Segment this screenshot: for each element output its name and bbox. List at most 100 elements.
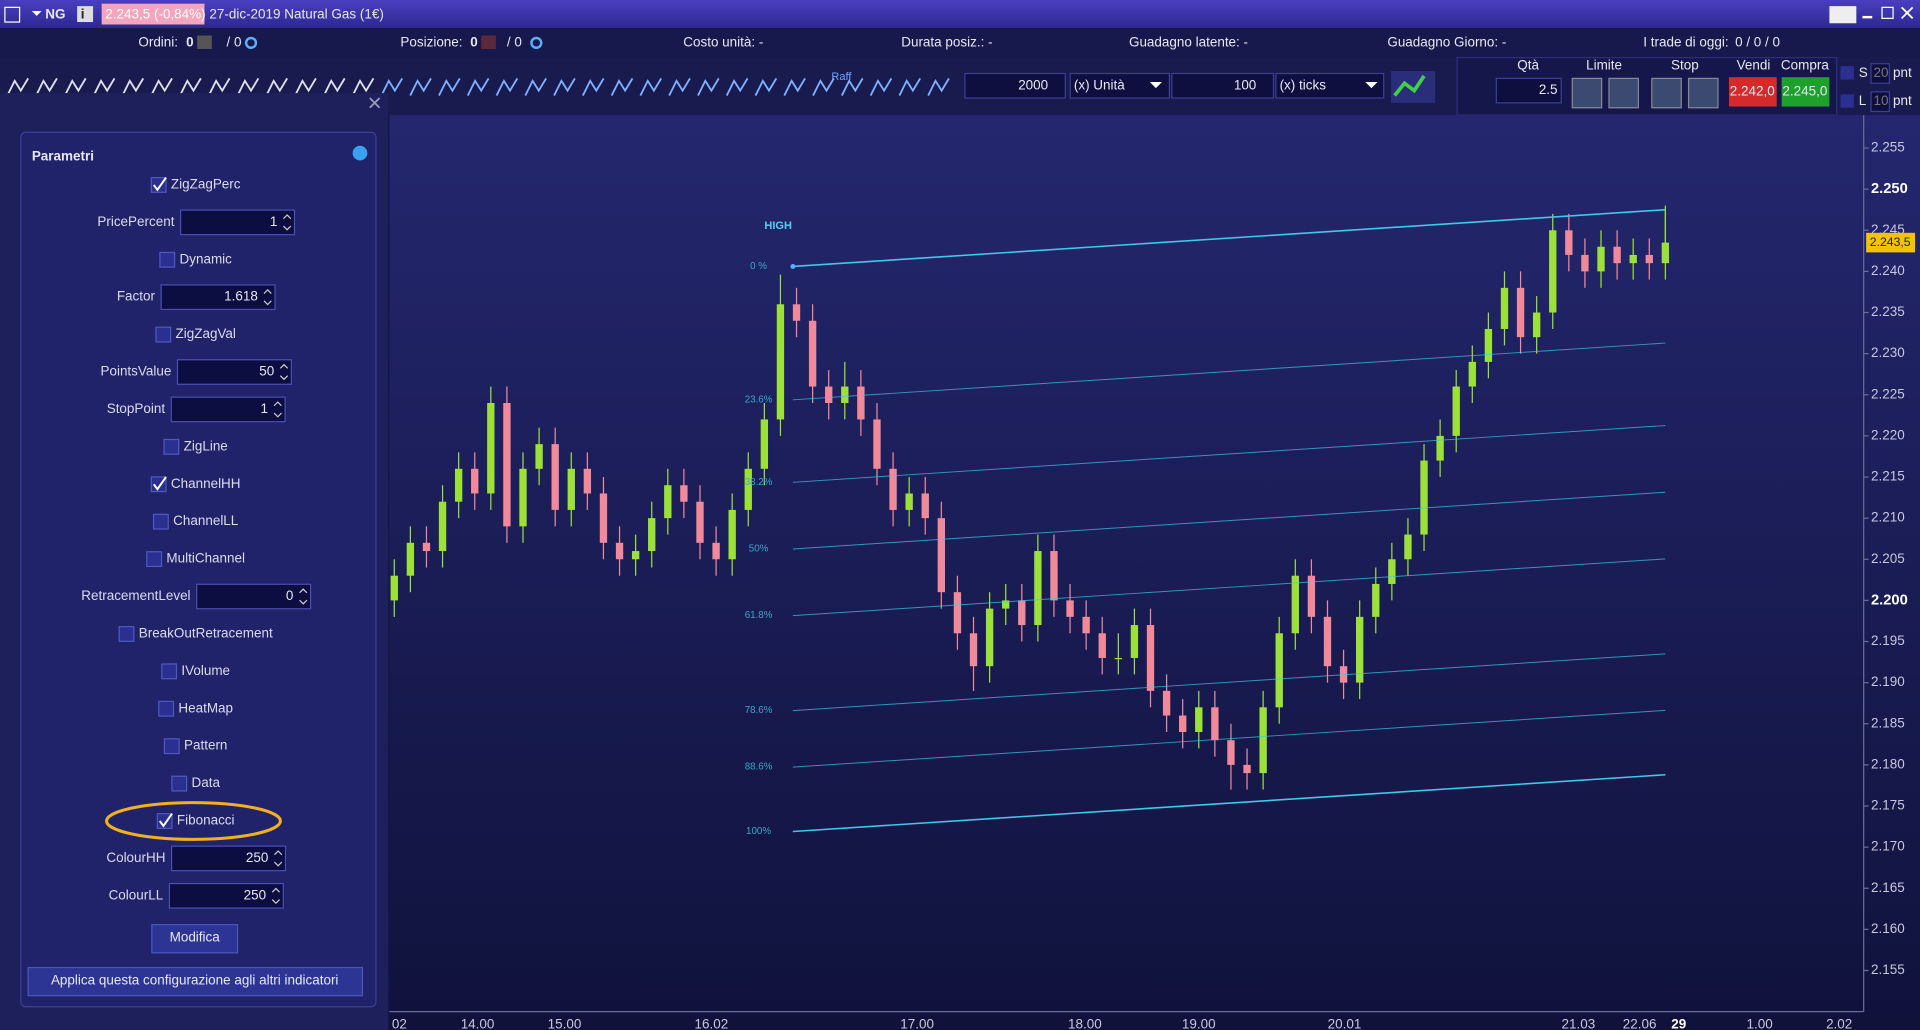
- close-button[interactable]: [1900, 6, 1914, 20]
- position-settings-icon[interactable]: [530, 36, 543, 49]
- tool-icon[interactable]: [524, 77, 547, 96]
- param-input[interactable]: [170, 845, 287, 872]
- s-input[interactable]: [1870, 63, 1890, 84]
- unit2-select[interactable]: [1275, 72, 1385, 99]
- candle-body: [1420, 460, 1428, 535]
- tool-icon[interactable]: [466, 77, 490, 96]
- tool-icon[interactable]: [6, 77, 29, 96]
- candle-body: [1532, 312, 1541, 338]
- spinner[interactable]: [283, 214, 292, 231]
- param-checkbox[interactable]: [146, 551, 163, 568]
- checkmark: [158, 813, 173, 828]
- limit-buy-button[interactable]: [1571, 77, 1603, 109]
- tool-icon[interactable]: [380, 77, 404, 96]
- tool-icon[interactable]: [582, 77, 605, 96]
- help-icon[interactable]: [352, 145, 368, 161]
- s-checkbox[interactable]: [1840, 66, 1854, 80]
- restore-button[interactable]: [1881, 6, 1894, 19]
- tool-icon[interactable]: [64, 77, 87, 96]
- l-input[interactable]: [1870, 91, 1890, 113]
- tool-icon[interactable]: [841, 77, 864, 96]
- orders-cancel-icon[interactable]: [197, 35, 212, 49]
- qta-input[interactable]: [1495, 77, 1562, 104]
- tool-icon[interactable]: [869, 77, 893, 96]
- tool-icon[interactable]: [553, 77, 576, 96]
- param-checkbox[interactable]: [161, 663, 178, 680]
- param-checkbox[interactable]: [155, 326, 172, 343]
- param-label: Pattern: [184, 738, 227, 753]
- dropdown-arrow[interactable]: [31, 11, 42, 16]
- indicator-button[interactable]: [1391, 71, 1436, 103]
- tool-icon[interactable]: [236, 77, 260, 96]
- apply-button[interactable]: [27, 966, 364, 997]
- unit1-arrow[interactable]: [1149, 82, 1163, 89]
- l-checkbox[interactable]: [1840, 94, 1854, 108]
- panel-close[interactable]: [369, 97, 381, 109]
- candle-body: [857, 386, 865, 420]
- tool-icon[interactable]: [150, 77, 173, 96]
- spinner[interactable]: [274, 850, 283, 867]
- tool-icon[interactable]: [610, 77, 634, 96]
- stop-sell-button[interactable]: [1687, 77, 1719, 109]
- tool-icon[interactable]: [812, 77, 835, 96]
- unit1-select[interactable]: [1069, 72, 1170, 99]
- qty1-input[interactable]: [964, 72, 1066, 99]
- orders-settings-icon[interactable]: [244, 36, 258, 49]
- limit-sell-button[interactable]: [1608, 77, 1639, 109]
- tool-icon[interactable]: [783, 77, 806, 96]
- spinner[interactable]: [263, 288, 272, 306]
- param-checkbox[interactable]: [118, 625, 135, 642]
- spinner[interactable]: [273, 401, 282, 418]
- tool-icon[interactable]: [725, 77, 749, 96]
- qty2-input[interactable]: [1171, 72, 1275, 99]
- tool-icon[interactable]: [351, 77, 375, 96]
- tool-icon[interactable]: [438, 77, 461, 96]
- spinner[interactable]: [271, 887, 281, 905]
- param-input[interactable]: [170, 396, 286, 423]
- candle-body: [535, 444, 543, 469]
- tool-icon[interactable]: [927, 77, 950, 96]
- param-input[interactable]: [168, 882, 284, 909]
- tool-icon[interactable]: [697, 77, 720, 96]
- info-button[interactable]: [77, 6, 94, 23]
- drawing-tools: [6, 77, 950, 96]
- minimize-button[interactable]: [1862, 15, 1873, 19]
- param-checkbox[interactable]: [152, 513, 169, 530]
- tool-icon[interactable]: [265, 77, 288, 96]
- position-close-icon[interactable]: [481, 35, 496, 49]
- symbol[interactable]: NG: [45, 6, 65, 21]
- param-checkbox[interactable]: [163, 738, 180, 755]
- tool-icon[interactable]: [409, 77, 432, 96]
- param-input[interactable]: [179, 209, 296, 236]
- raff-tool[interactable]: Raff: [831, 71, 852, 83]
- tool-icon[interactable]: [179, 77, 202, 96]
- param-checkbox[interactable]: [158, 700, 175, 717]
- param-checkbox[interactable]: [171, 775, 188, 792]
- unit2-arrow[interactable]: [1365, 82, 1378, 89]
- tool-icon[interactable]: [207, 77, 231, 96]
- tool-icon[interactable]: [898, 77, 921, 96]
- modify-button[interactable]: [151, 924, 239, 954]
- param-checkbox[interactable]: [159, 251, 176, 268]
- spinner[interactable]: [279, 363, 289, 381]
- tool-icon[interactable]: [668, 77, 691, 96]
- candle-body: [873, 419, 881, 469]
- tool-icon[interactable]: [35, 77, 58, 96]
- tool-icon[interactable]: [495, 77, 519, 96]
- tool-icon[interactable]: [639, 77, 663, 96]
- tool-icon[interactable]: [754, 77, 778, 96]
- sell-button[interactable]: [1728, 77, 1777, 107]
- param-input[interactable]: [196, 583, 312, 610]
- param-input[interactable]: [160, 284, 276, 311]
- stop-buy-button[interactable]: [1651, 77, 1682, 109]
- spinner[interactable]: [299, 588, 308, 605]
- trades-value: 0 / 0 / 0: [1735, 34, 1780, 49]
- tool-icon[interactable]: [323, 77, 346, 96]
- keyboard-button[interactable]: [1829, 6, 1857, 24]
- tool-icon[interactable]: [121, 77, 145, 96]
- param-input[interactable]: [176, 359, 292, 385]
- param-checkbox[interactable]: [163, 438, 180, 455]
- tool-icon[interactable]: [294, 77, 317, 96]
- buy-button[interactable]: [1781, 77, 1830, 107]
- tool-icon[interactable]: [92, 77, 116, 96]
